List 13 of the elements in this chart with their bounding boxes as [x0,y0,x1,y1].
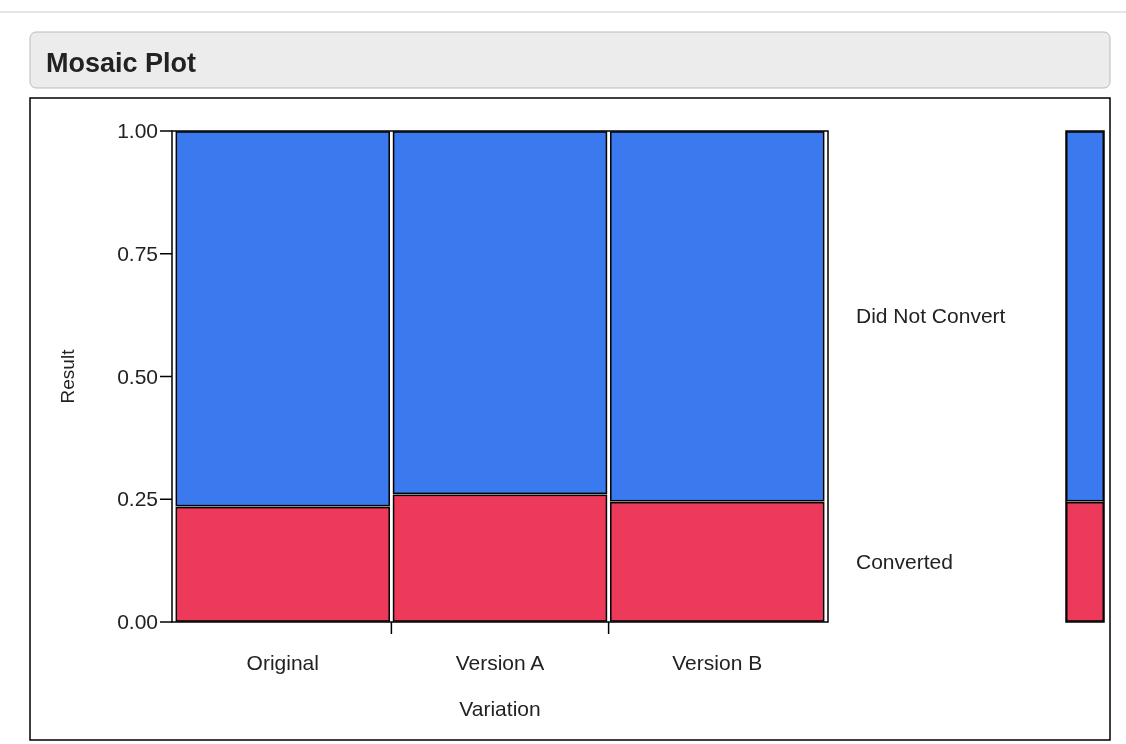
series-label: Converted [856,549,953,573]
x-axis-title: Variation [459,697,541,720]
y-tick-label: 0.25 [117,487,158,511]
y-tick-label: 0.50 [117,364,158,388]
chart-title: Mosaic Plot [46,48,197,78]
y-axis-title: Result [57,348,78,404]
y-tick-label: 1.00 [117,119,158,142]
y-tick-label: 0.75 [117,241,158,265]
x-tick-label: Original [246,651,319,674]
y-tick-label: 0.00 [117,610,158,633]
x-tick-label: Version B [672,651,763,674]
series-label: Did Not Convert [856,304,1006,328]
x-tick-label: Version A [455,651,545,674]
